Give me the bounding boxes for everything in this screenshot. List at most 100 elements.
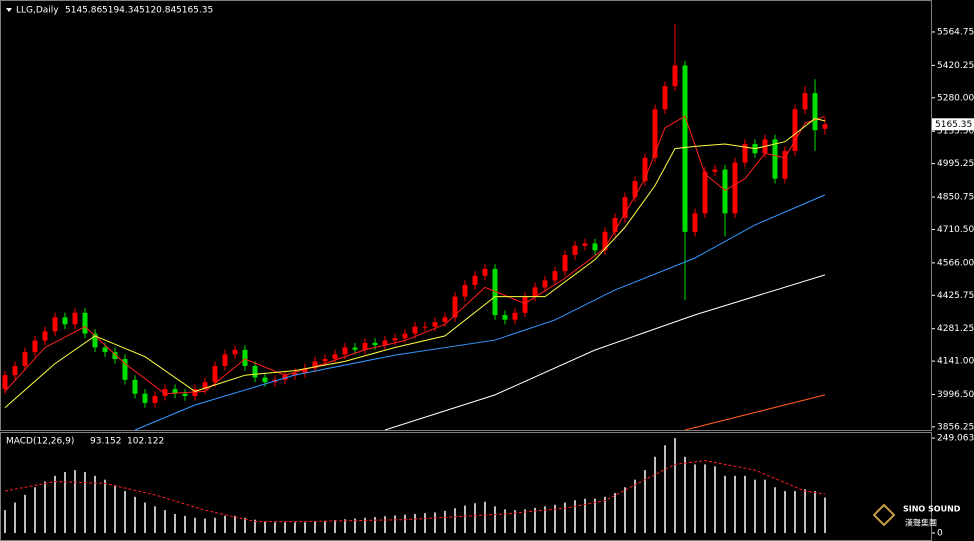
- candle-body: [542, 280, 548, 288]
- candle-body: [182, 393, 188, 397]
- candle-body: [422, 326, 428, 328]
- candle-body: [222, 354, 228, 366]
- candle-body: [492, 268, 498, 316]
- candle-body: [582, 243, 588, 246]
- candle-body: [602, 231, 608, 251]
- candle-body: [442, 317, 448, 323]
- watermark-text: SINO SOUND: [903, 505, 961, 514]
- candle-body: [682, 65, 688, 232]
- ohlc-high: 5194.34: [102, 6, 139, 16]
- candle-body: [412, 326, 418, 334]
- candle-body: [72, 312, 78, 325]
- ohlc-open: 5145.86: [65, 6, 102, 16]
- candle-body: [732, 162, 738, 214]
- y-tick-label: 4710.50: [937, 225, 974, 235]
- y-tick-label: 5135.50: [937, 127, 974, 137]
- candle-body: [632, 181, 638, 198]
- candle-body: [792, 109, 798, 151]
- candle-body: [452, 296, 458, 318]
- main-frame: [0, 0, 932, 431]
- watermark-text: 漢聲集團: [905, 518, 937, 528]
- moving-average: [384, 274, 826, 431]
- candle-body: [772, 139, 778, 179]
- y-tick-label: 5564.75: [937, 27, 974, 37]
- candle-body: [562, 254, 568, 272]
- candle-body: [572, 245, 578, 255]
- y-tick-label: 3996.50: [937, 390, 974, 400]
- candle-body: [782, 150, 788, 179]
- candle-body: [652, 109, 658, 158]
- candle-body: [522, 296, 528, 313]
- moving-average: [684, 394, 826, 431]
- candle-body: [742, 144, 748, 163]
- candle-body: [692, 213, 698, 232]
- candle-body: [362, 342, 368, 350]
- candle-body: [622, 197, 628, 219]
- candle-body: [532, 287, 538, 297]
- candle-body: [322, 359, 328, 362]
- ohlc-close: 5165.35: [176, 6, 213, 16]
- chart-title: LLG,Daily: [16, 6, 59, 16]
- candle-body: [612, 218, 618, 232]
- candle-body: [352, 347, 358, 350]
- candle-body: [372, 342, 378, 346]
- y-tick-label: 0: [937, 528, 943, 538]
- candle-body: [462, 285, 468, 297]
- y-tick-label: 4850.75: [937, 193, 974, 203]
- candle-body: [132, 379, 138, 394]
- candle-body: [92, 333, 98, 348]
- candle-body: [592, 243, 598, 251]
- candle-body: [232, 349, 238, 355]
- y-tick-label: 5420.25: [937, 61, 974, 71]
- moving-average: [4, 118, 826, 408]
- current-price: 5165.35: [935, 120, 972, 130]
- candle-body: [332, 354, 338, 360]
- candle-body: [812, 93, 818, 131]
- candle-body: [172, 389, 178, 394]
- candle-body: [102, 347, 108, 353]
- candle-body: [292, 372, 298, 376]
- candle-body: [202, 382, 208, 390]
- candle-body: [162, 389, 168, 397]
- candle-body: [342, 347, 348, 355]
- macd-signal-value: 102.122: [127, 437, 164, 447]
- y-tick-label: 4566.00: [937, 258, 974, 268]
- candle-body: [242, 349, 248, 366]
- moving-average: [4, 115, 826, 395]
- candle-body: [302, 368, 308, 373]
- macd-label: MACD(12,26,9): [6, 437, 74, 447]
- y-tick-label: 4425.75: [937, 291, 974, 301]
- candle-body: [142, 393, 148, 403]
- price-label-bg: [932, 118, 974, 131]
- y-tick-label: 4281.25: [937, 324, 974, 334]
- candle-body: [42, 331, 48, 341]
- candle-body: [382, 340, 388, 346]
- candle-body: [12, 365, 18, 376]
- candle-body: [502, 315, 508, 320]
- candle-body: [402, 333, 408, 339]
- y-tick-label: 249.063: [937, 434, 974, 444]
- candle-body: [482, 268, 488, 276]
- candle-body: [32, 340, 38, 353]
- candle-body: [262, 377, 268, 383]
- candle-body: [112, 352, 118, 360]
- candle-body: [802, 93, 808, 110]
- candle-body: [472, 275, 478, 286]
- candle-body: [2, 375, 8, 390]
- y-tick-label: 4141.00: [937, 357, 974, 367]
- candle-body: [712, 169, 718, 172]
- candle-body: [822, 124, 828, 129]
- candle-body: [212, 365, 218, 383]
- candle-body: [252, 365, 258, 378]
- y-tick-label: 3856.25: [937, 422, 974, 432]
- macd-value: 93.152: [90, 437, 122, 447]
- watermark: SINO SOUND 漢聲集團: [872, 503, 961, 528]
- candle-body: [702, 171, 708, 214]
- candle-body: [722, 169, 728, 214]
- logo: [872, 503, 896, 527]
- candle-body: [152, 396, 158, 403]
- moving-average: [134, 194, 826, 431]
- candle-body: [672, 65, 678, 87]
- candle-body: [432, 322, 438, 327]
